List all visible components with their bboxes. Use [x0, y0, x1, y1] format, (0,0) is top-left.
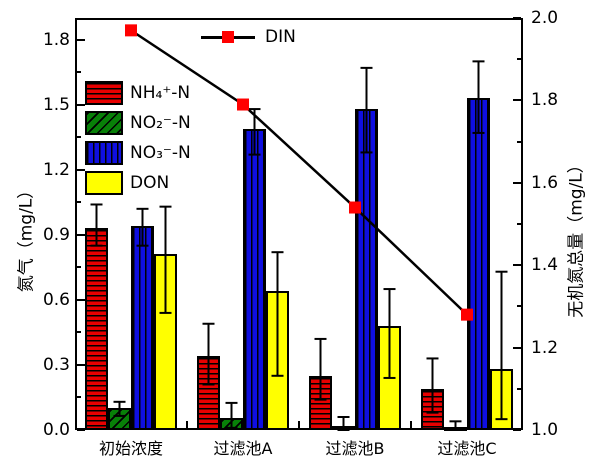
- left-minor-tick: [77, 71, 81, 74]
- left-tick-label: 1.8: [42, 29, 70, 50]
- din-legend-label: DIN: [265, 27, 296, 47]
- right-minor-tick: [517, 140, 521, 143]
- din-line-sample-right: [234, 35, 255, 39]
- legend-label: NO₃⁻-N: [130, 143, 191, 163]
- bar-1-3: [444, 426, 467, 431]
- bar-3-1: [266, 291, 289, 430]
- left-tick-label: 0.6: [42, 289, 70, 310]
- bar-2-2: [355, 109, 378, 430]
- legend-label: NH₄⁺-N: [130, 83, 191, 103]
- right-major-tick: [513, 181, 521, 184]
- line-legend: DIN: [201, 27, 296, 47]
- left-tick-label: 0.3: [42, 354, 70, 375]
- legend-label: DON: [130, 173, 170, 193]
- right-tick-label: 1.0: [531, 420, 559, 440]
- x-boundary-tick: [298, 421, 300, 428]
- right-major-tick: [513, 429, 521, 431]
- bar-0-2: [309, 375, 332, 430]
- x-category-label: 初始浓度: [98, 439, 163, 458]
- left-major-tick: [77, 38, 85, 41]
- din-square-marker-icon: [222, 31, 234, 43]
- bar-legend: NH₄⁺-N NO₂⁻-N NO₃⁻-N DON: [85, 81, 191, 202]
- legend-row: NH₄⁺-N: [85, 81, 191, 105]
- legend-row: NO₃⁻-N: [85, 141, 191, 165]
- x-boundary-tick: [186, 421, 188, 428]
- din-line-sample-left: [201, 35, 222, 39]
- legend-swatch-icon: [85, 81, 123, 105]
- left-major-tick: [77, 298, 85, 301]
- bar-0-1: [197, 356, 220, 430]
- left-axis-title: 氮气（mg/L）: [16, 181, 37, 293]
- right-major-tick: [513, 17, 521, 19]
- right-tick-label: 2.0: [531, 8, 559, 28]
- x-category-label: 过滤池C: [437, 439, 497, 458]
- bar-2-1: [243, 128, 266, 430]
- left-tick-label: 0.9: [42, 224, 70, 245]
- legend-row: DON: [85, 171, 191, 195]
- x-boundary-tick: [410, 421, 412, 428]
- bar-0-3: [421, 388, 444, 430]
- right-tick-label: 1.2: [531, 337, 559, 358]
- right-minor-tick: [517, 387, 521, 390]
- left-major-tick: [77, 429, 85, 431]
- left-minor-tick: [77, 396, 81, 399]
- bar-1-1: [220, 418, 243, 430]
- right-major-tick: [513, 264, 521, 267]
- bar-0-0: [85, 228, 108, 430]
- bar-3-0: [154, 254, 177, 430]
- left-major-tick: [77, 168, 85, 171]
- left-tick-label: 1.5: [42, 94, 70, 115]
- right-tick-label: 1.8: [531, 90, 559, 111]
- left-minor-tick: [77, 266, 81, 269]
- right-tick-label: 1.4: [531, 255, 559, 276]
- left-major-tick: [77, 363, 85, 366]
- left-minor-tick: [77, 136, 81, 139]
- left-major-tick: [77, 103, 85, 106]
- bar-1-0: [108, 408, 131, 430]
- left-minor-tick: [77, 331, 81, 334]
- bar-3-2: [378, 325, 401, 430]
- right-axis-title: 无机氮总量（mg/L）: [566, 156, 587, 318]
- legend-label: NO₂⁻-N: [130, 113, 191, 133]
- legend-swatch-icon: [85, 111, 123, 135]
- right-minor-tick: [517, 58, 521, 61]
- bar-3-3: [490, 369, 513, 430]
- legend-swatch-icon: [85, 141, 123, 165]
- right-major-tick: [513, 346, 521, 349]
- left-tick-label: 1.2: [42, 159, 70, 180]
- bar-2-3: [467, 98, 490, 430]
- left-major-tick: [77, 233, 85, 236]
- x-category-label: 过滤池A: [213, 439, 273, 458]
- right-minor-tick: [517, 223, 521, 225]
- left-minor-tick: [77, 201, 81, 204]
- bar-2-0: [131, 226, 154, 430]
- bar-1-2: [332, 425, 355, 430]
- legend-row: NO₂⁻-N: [85, 111, 191, 135]
- right-minor-tick: [517, 305, 521, 308]
- right-tick-label: 1.6: [531, 172, 559, 193]
- left-tick-label: 0.0: [42, 420, 70, 440]
- right-major-tick: [513, 99, 521, 102]
- x-category-label: 过滤池B: [325, 439, 385, 458]
- legend-swatch-icon: [85, 171, 123, 195]
